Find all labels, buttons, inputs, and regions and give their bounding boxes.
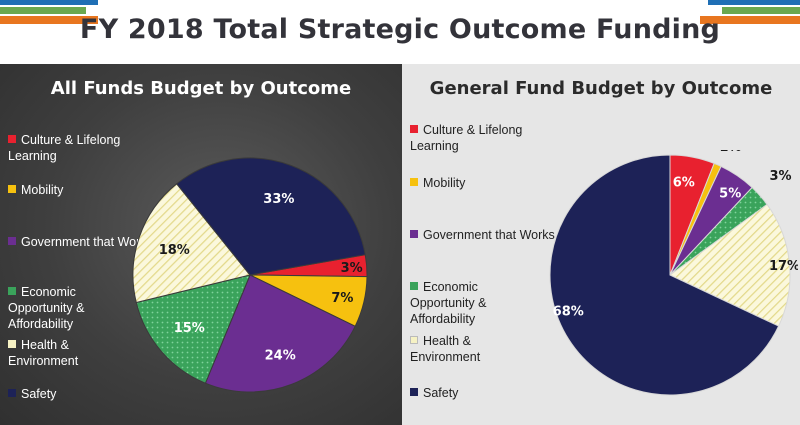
legend-label: Economic Opportunity & Affordability — [8, 285, 85, 331]
legend-swatch-government — [8, 237, 16, 245]
data-label-mobility: 7% — [331, 291, 353, 306]
legend-label: Government that Works — [21, 235, 153, 249]
legend-swatch-safety — [8, 389, 16, 397]
data-label-economic: 15% — [174, 321, 205, 336]
pie-slice-economic — [135, 274, 251, 384]
corner-bar-orange-right — [700, 16, 800, 24]
data-label-government: 5% — [719, 186, 741, 201]
legend-label: Government that Works — [423, 228, 555, 242]
corner-bar-green-right — [722, 7, 800, 14]
legend-label: Culture & Lifelong Learning — [410, 123, 523, 153]
corner-bar-blue-left — [0, 0, 98, 5]
all-funds-chart-title: All Funds Budget by Outcome — [50, 78, 352, 99]
legend-item-safety: Safety — [8, 386, 158, 402]
legend-label: Economic Opportunity & Affordability — [410, 280, 487, 326]
legend-swatch-culture — [410, 125, 418, 133]
legend-item-culture: Culture & Lifelong Learning — [410, 122, 560, 154]
all-funds-pie-chart: 3% 7% 24% 15% 18% 33% — [132, 157, 368, 393]
general-fund-pie-chart: 6% 1% 5% 3% 17% 68% — [549, 150, 798, 396]
legend-item-health: Health & Environment — [8, 337, 118, 369]
legend-label: Safety — [21, 387, 57, 401]
legend-swatch-government — [410, 230, 418, 238]
legend-item-mobility: Mobility — [8, 182, 158, 198]
pie-slice-government — [204, 274, 356, 393]
legend-item-culture: Culture & Lifelong Learning — [8, 132, 158, 164]
legend-label: Mobility — [21, 183, 64, 197]
pie-slice-safety — [549, 154, 780, 396]
legend-label: Safety — [423, 386, 459, 400]
data-label-safety: 68% — [553, 305, 584, 320]
page-title: FY 2018 Total Strategic Outcome Funding — [79, 14, 721, 45]
legend-swatch-economic — [8, 287, 16, 295]
legend-item-economic: Economic Opportunity & Affordability — [8, 284, 126, 332]
legend-item-government: Government that Works — [8, 234, 158, 250]
corner-bar-blue-right — [708, 0, 800, 5]
legend-item-economic: Economic Opportunity & Affordability — [410, 279, 528, 327]
pie-slice-health — [669, 203, 791, 327]
legend-item-mobility: Mobility — [410, 175, 560, 191]
legend-item-government: Government that Works — [410, 227, 560, 243]
pie-slice-safety — [175, 157, 366, 276]
legend-label: Health & Environment — [8, 338, 79, 368]
legend-label: Mobility — [423, 176, 466, 190]
data-label-culture: 3% — [341, 261, 363, 276]
data-label-mobility: 1% — [719, 150, 741, 155]
general-fund-chart-title: General Fund Budget by Outcome — [429, 78, 773, 99]
pie-slice-health — [132, 183, 251, 304]
corner-bar-orange-left — [0, 16, 98, 24]
data-label-safety: 33% — [263, 192, 294, 207]
legend-swatch-culture — [8, 135, 16, 143]
legend-swatch-health — [8, 340, 16, 348]
legend-item-safety: Safety — [410, 385, 560, 401]
data-label-health: 18% — [159, 243, 190, 258]
legend-label: Culture & Lifelong Learning — [8, 133, 121, 163]
data-label-economic: 3% — [769, 169, 791, 184]
legend-swatch-safety — [410, 388, 418, 396]
legend-swatch-mobility — [8, 185, 16, 193]
legend-swatch-economic — [410, 282, 418, 290]
legend-swatch-mobility — [410, 178, 418, 186]
data-label-government: 24% — [265, 348, 296, 363]
legend-item-health: Health & Environment — [410, 333, 520, 365]
data-label-health: 17% — [769, 259, 798, 274]
data-label-culture: 6% — [673, 176, 695, 191]
legend-label: Health & Environment — [410, 334, 481, 364]
corner-bar-green-left — [0, 7, 86, 14]
legend-swatch-health — [410, 336, 418, 344]
